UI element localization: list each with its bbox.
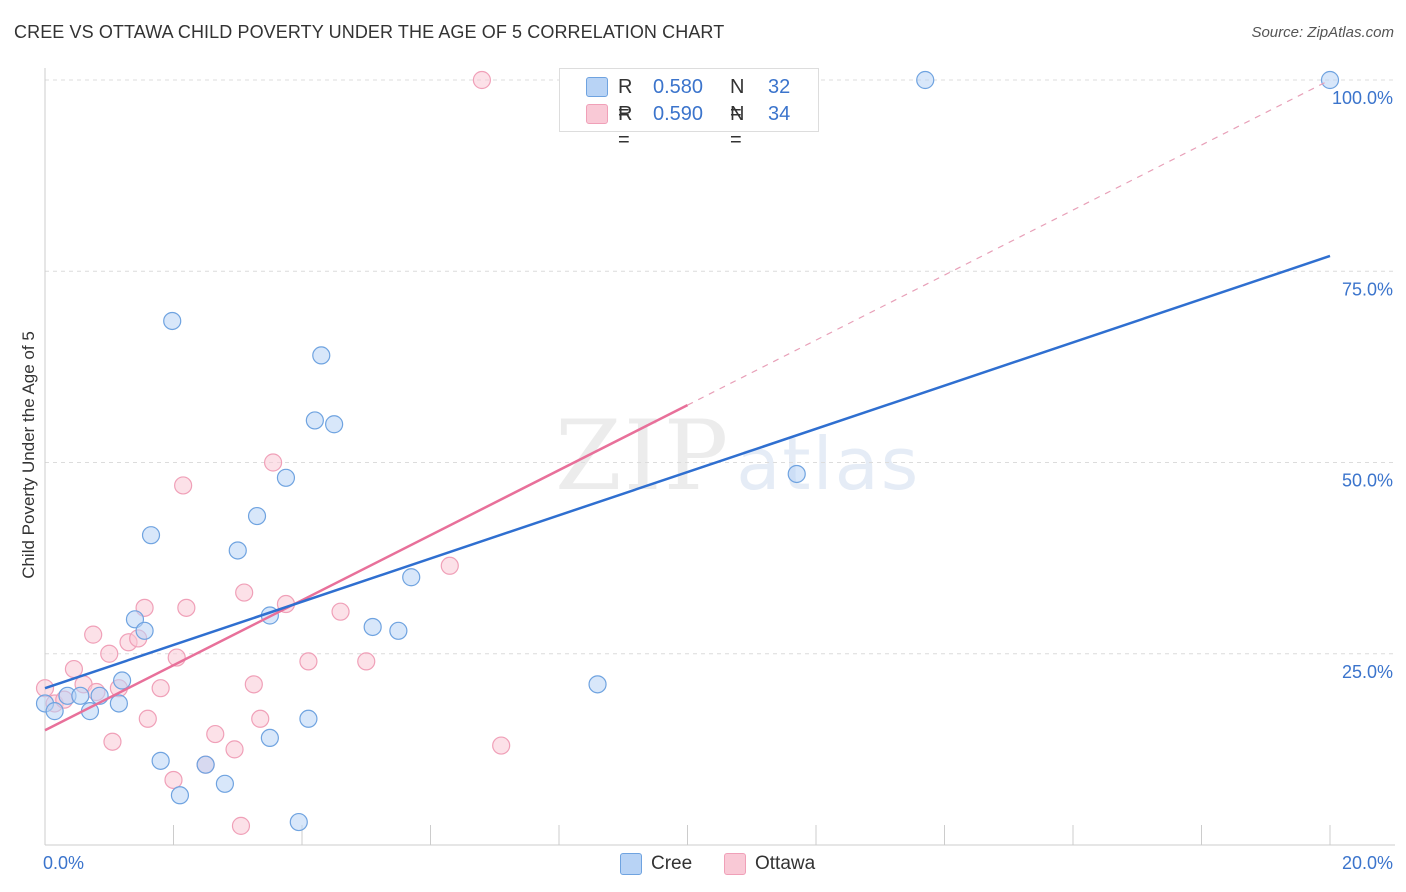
cree-trend-line xyxy=(44,254,1331,690)
y-tick-label: 25.0% xyxy=(1342,662,1393,682)
cree-point xyxy=(135,621,154,640)
ottawa-point xyxy=(357,652,376,671)
x-tick-label-max: 20.0% xyxy=(1342,853,1393,873)
r-label: R = xyxy=(618,103,633,151)
ottawa-point xyxy=(64,659,84,679)
cree-point xyxy=(363,617,382,637)
ottawa-point xyxy=(103,732,122,751)
ottawa-point xyxy=(235,583,254,602)
ottawa-r-value: 0.590 xyxy=(653,103,704,125)
cree-point xyxy=(71,686,90,705)
ottawa-point xyxy=(164,770,183,790)
cree-point xyxy=(325,415,344,434)
ottawa-point xyxy=(299,652,318,671)
ottawa-point xyxy=(138,709,157,728)
correlation-legend: R = 0.580 N = 32 R = 0.590 N = 34 xyxy=(559,68,819,151)
ottawa-point xyxy=(440,556,459,575)
cree-legend-swatch xyxy=(620,853,642,875)
cree-point xyxy=(916,70,935,90)
ottawa-swatch xyxy=(586,104,608,124)
ottawa-point xyxy=(472,70,491,90)
ottawa-point xyxy=(331,602,350,621)
cree-point xyxy=(151,751,170,770)
cree-point xyxy=(163,311,182,331)
n-label: N = xyxy=(730,76,745,124)
cree-point xyxy=(260,728,279,748)
ottawa-legend-swatch xyxy=(724,853,746,875)
cree-n-value: 32 xyxy=(768,76,791,98)
ottawa-point xyxy=(251,709,270,728)
cree-point xyxy=(276,468,296,487)
cree-point xyxy=(228,541,247,560)
n-label: N = xyxy=(730,103,745,151)
cree-point xyxy=(45,702,64,721)
cree-point xyxy=(305,411,324,430)
ottawa-point xyxy=(231,816,251,835)
cree-point xyxy=(141,526,161,545)
ottawa-point xyxy=(151,679,170,698)
watermark-atlas: atlas xyxy=(736,422,921,506)
cree-point xyxy=(389,621,408,640)
cree-point xyxy=(109,694,128,713)
cree-point xyxy=(312,346,331,365)
source-label: Source: ZipAtlas.com xyxy=(1251,24,1394,41)
chart-title: CREE VS OTTAWA CHILD POVERTY UNDER THE A… xyxy=(14,22,725,42)
cree-swatch xyxy=(586,77,608,97)
ottawa-trend-line xyxy=(44,404,689,732)
ottawa-point xyxy=(244,675,263,694)
cree-point xyxy=(247,506,267,526)
cree-point xyxy=(215,774,234,793)
cree-point xyxy=(170,786,190,805)
y-tick-label: 50.0% xyxy=(1342,471,1393,491)
cree-point xyxy=(112,671,132,690)
ottawa-point xyxy=(206,724,225,744)
x-tick-label-min: 0.0% xyxy=(43,853,84,873)
y-tick-label: 100.0% xyxy=(1332,88,1393,108)
r-label: R = xyxy=(618,76,633,124)
ottawa-trend-extension xyxy=(687,79,1331,406)
ottawa-point xyxy=(177,598,196,617)
cree-point xyxy=(299,709,318,728)
cree-point xyxy=(588,675,607,694)
series-cree xyxy=(35,70,1340,832)
ottawa-point xyxy=(225,740,244,759)
watermark: ZIPatlas xyxy=(555,400,920,512)
y-tick-label: 75.0% xyxy=(1342,279,1393,299)
ottawa-point xyxy=(492,736,511,755)
ottawa-point xyxy=(84,625,103,644)
cree-point xyxy=(289,812,308,832)
ottawa-point xyxy=(263,453,283,472)
ottawa-point xyxy=(100,644,119,663)
ottawa-n-value: 34 xyxy=(768,103,791,125)
series-ottawa xyxy=(35,70,511,835)
cree-point xyxy=(787,464,806,484)
cree-r-value: 0.580 xyxy=(653,76,704,98)
cree-point xyxy=(402,568,421,587)
ottawa-legend-label: Ottawa xyxy=(755,853,816,874)
ottawa-point xyxy=(174,476,193,495)
cree-point xyxy=(196,755,215,774)
cree-legend-label: Cree xyxy=(651,853,693,874)
watermark-zip: ZIP xyxy=(555,400,731,512)
